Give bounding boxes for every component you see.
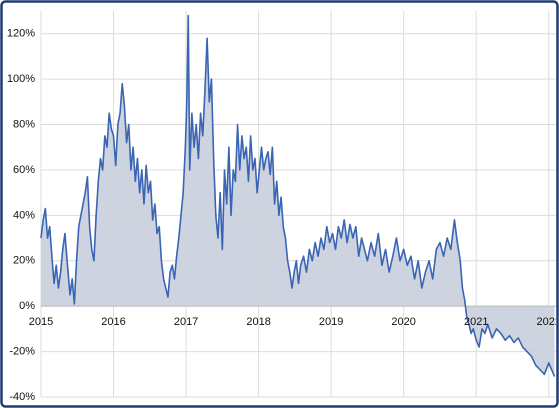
x-tick-label: 2022 — [537, 316, 559, 328]
y-tick-label: 100% — [7, 73, 35, 85]
y-tick-label: -20% — [9, 345, 35, 357]
y-tick-label: 80% — [13, 118, 35, 130]
x-tick-label: 2018 — [246, 316, 270, 328]
x-tick-label: 2015 — [29, 316, 53, 328]
y-tick-label: 60% — [13, 164, 35, 176]
x-tick-label: 2021 — [464, 316, 488, 328]
x-tick-label: 2019 — [319, 316, 343, 328]
y-tick-label: 0% — [19, 300, 35, 312]
line — [40, 14, 556, 377]
x-tick-label: 2020 — [391, 316, 415, 328]
y-tick-label: 120% — [7, 28, 35, 40]
y-tick-label: 20% — [13, 255, 35, 267]
y-tick-label: 40% — [13, 209, 35, 221]
x-tick-label: 2016 — [101, 316, 125, 328]
x-tick-label: 2017 — [174, 316, 198, 328]
y-tick-label: -40% — [9, 391, 35, 403]
